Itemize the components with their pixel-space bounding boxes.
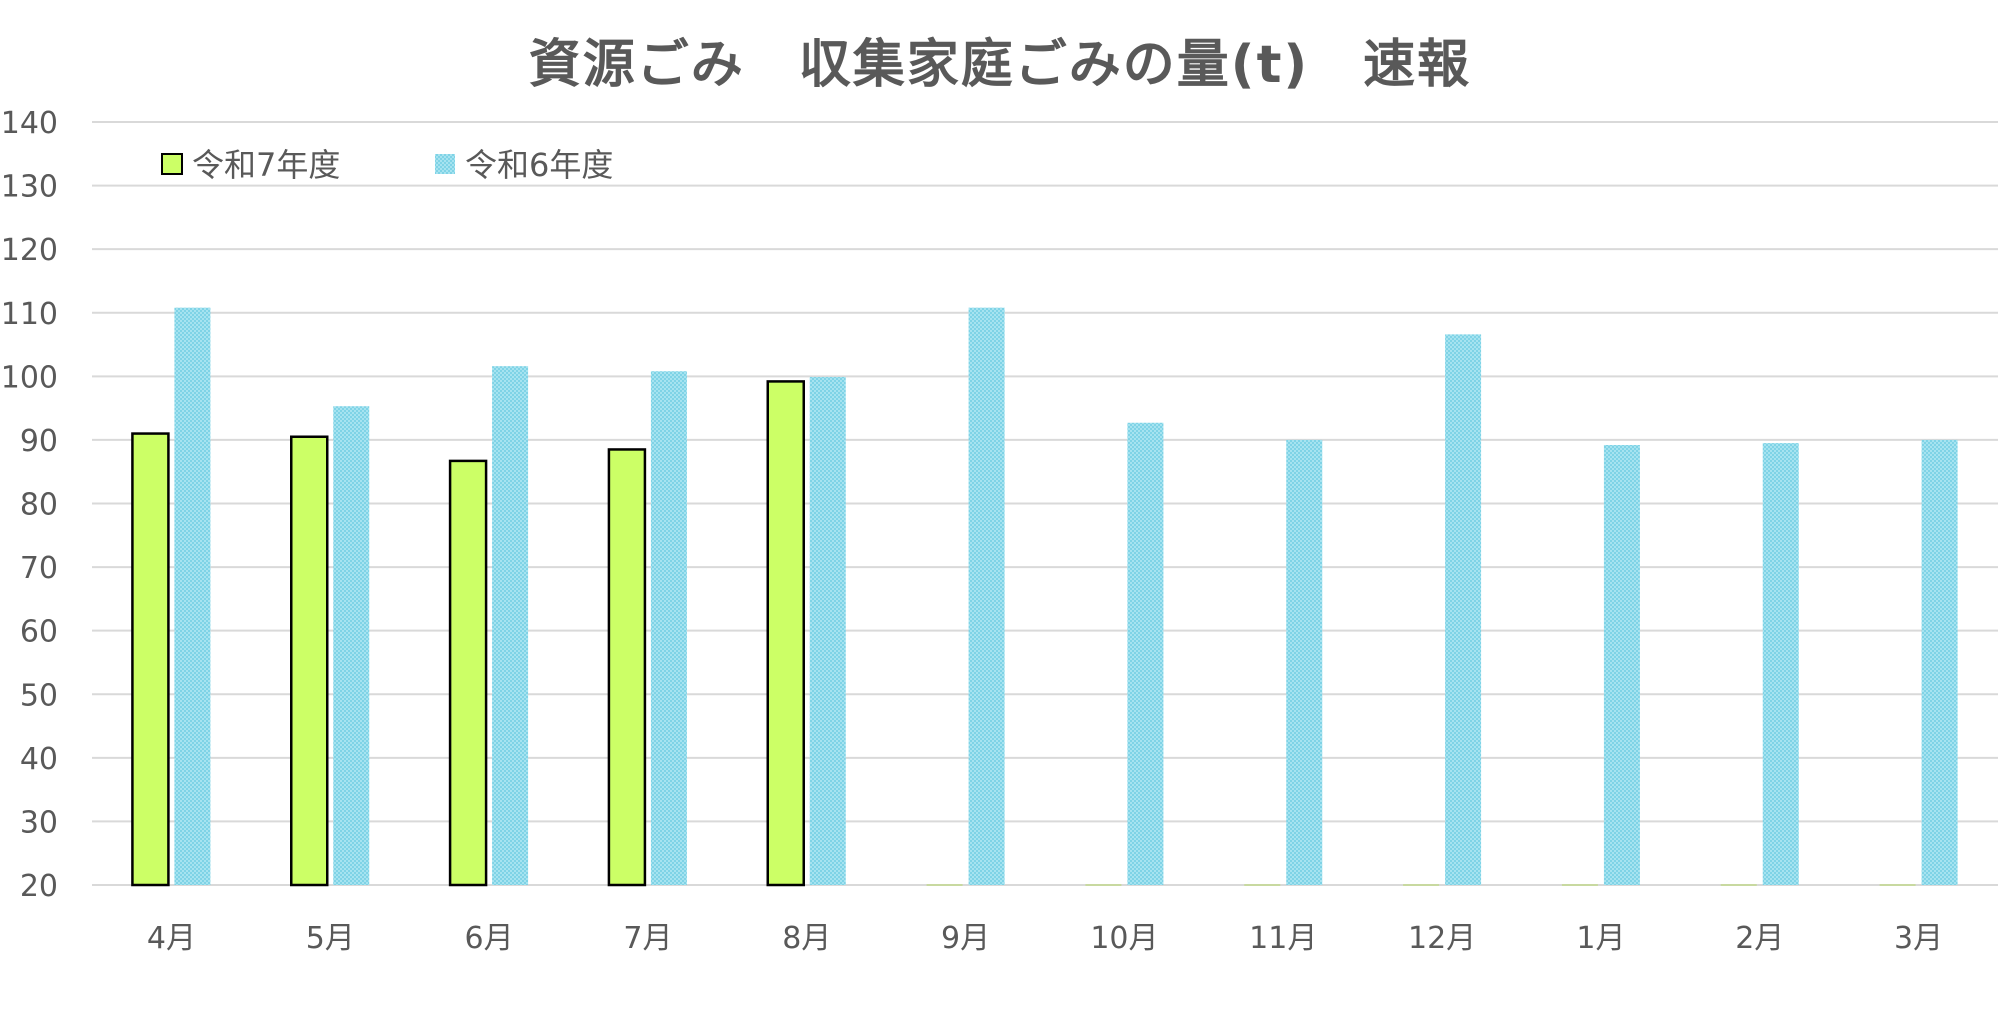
x-tick-label: 8月 xyxy=(782,921,831,956)
x-tick-label: 4月 xyxy=(147,921,196,956)
x-tick-label: 6月 xyxy=(465,921,514,956)
bars xyxy=(131,307,1958,887)
y-tick-label: 140 xyxy=(1,106,58,141)
bar-令和7年度 xyxy=(448,459,488,887)
legend-swatch xyxy=(161,153,183,175)
bar-令和6年度 xyxy=(1921,439,1958,885)
x-tick-label: 7月 xyxy=(623,921,672,956)
legend: 令和7年度 令和6年度 xyxy=(161,146,613,184)
bar-令和6年度 xyxy=(1445,334,1482,885)
bar-令和6年度 xyxy=(650,371,687,885)
y-tick-label: 40 xyxy=(20,742,58,777)
y-tick-label: 80 xyxy=(20,488,58,523)
bar-令和7年度 xyxy=(131,432,170,887)
bar-令和6年度 xyxy=(1127,422,1164,885)
x-tick-label: 10月 xyxy=(1090,921,1158,956)
bar-令和6年度 xyxy=(1286,439,1323,885)
bar-令和6年度 xyxy=(333,406,370,885)
bar-令和6年度 xyxy=(968,307,1005,885)
bar-令和6年度 xyxy=(809,376,846,885)
bar-令和7年度 xyxy=(607,448,647,887)
x-tick-label: 9月 xyxy=(941,921,990,956)
x-tick-label: 11月 xyxy=(1249,921,1317,956)
y-tick-label: 110 xyxy=(1,297,58,332)
x-tick-label: 3月 xyxy=(1894,921,1943,956)
y-tick-label: 70 xyxy=(20,551,58,586)
legend-swatch xyxy=(435,154,455,174)
x-tick-label: 2月 xyxy=(1735,921,1784,956)
y-tick-label: 60 xyxy=(20,615,58,650)
x-tick-label: 5月 xyxy=(306,921,355,956)
y-tick-label: 30 xyxy=(20,805,58,840)
x-tick-label: 1月 xyxy=(1576,921,1625,956)
bar-令和7年度 xyxy=(766,380,805,887)
y-tick-label: 50 xyxy=(20,678,58,713)
y-tick-label: 120 xyxy=(1,233,58,268)
chart-title: 資源ごみ 収集家庭ごみの量(t) 速報 xyxy=(528,35,1472,95)
bar-令和7年度 xyxy=(290,435,329,887)
legend-label: 令和6年度 xyxy=(465,146,613,184)
y-tick-label: 90 xyxy=(20,424,58,459)
x-tick-label: 12月 xyxy=(1408,921,1476,956)
y-tick-label: 100 xyxy=(1,360,58,395)
bar-令和6年度 xyxy=(174,307,211,885)
y-axis: 20 30 40 50 60 70 80 90 100 110 120 130 140 xyxy=(1,106,58,904)
x-axis: 4月 5月 6月 7月 8月 9月 10月 11月 12月 1月 2月 3月 xyxy=(147,921,1943,956)
legend-label: 令和7年度 xyxy=(192,146,340,184)
y-tick-label: 130 xyxy=(1,170,58,205)
y-tick-label: 20 xyxy=(20,869,58,904)
bar-令和6年度 xyxy=(1603,445,1640,885)
gridlines xyxy=(92,121,1998,886)
bar-令和6年度 xyxy=(492,366,529,885)
bar-令和6年度 xyxy=(1762,443,1799,885)
